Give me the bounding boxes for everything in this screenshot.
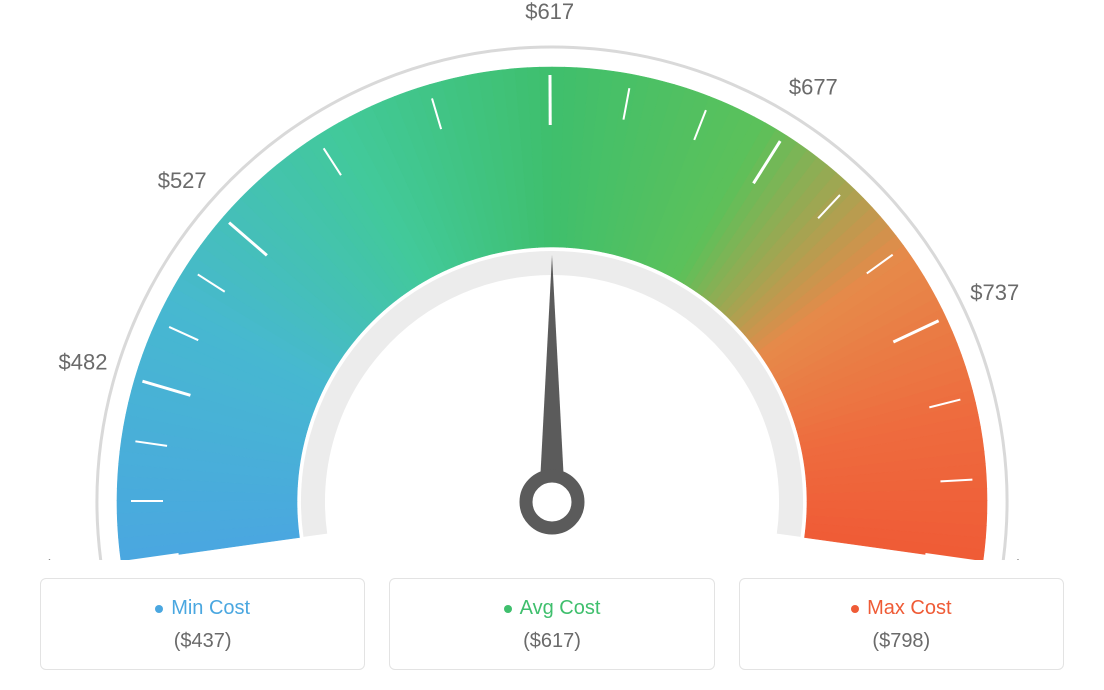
svg-text:$437: $437 (43, 556, 92, 560)
svg-text:$737: $737 (970, 280, 1019, 305)
legend-row: Min Cost ($437) Avg Cost ($617) Max Cost… (40, 578, 1064, 670)
legend-value-min: ($437) (51, 630, 354, 653)
gauge-svg: $437 $482 $527 $617 $677 $737 $798 (0, 0, 1104, 560)
legend-dot-avg (504, 605, 512, 613)
gauge-chart: $437 $482 $527 $617 $677 $737 $798 (0, 0, 1104, 560)
svg-text:$617: $617 (525, 0, 574, 24)
legend-card-min: Min Cost ($437) (40, 578, 365, 670)
legend-dot-max (851, 605, 859, 613)
legend-dot-min (155, 605, 163, 613)
svg-text:$482: $482 (58, 349, 107, 374)
legend-card-max: Max Cost ($798) (739, 578, 1064, 670)
legend-value-max: ($798) (750, 630, 1053, 653)
legend-title-max-text: Max Cost (867, 597, 951, 620)
svg-text:$527: $527 (158, 168, 207, 193)
legend-title-avg: Avg Cost (504, 597, 601, 620)
legend-title-min-text: Min Cost (171, 597, 250, 620)
legend-title-min: Min Cost (155, 597, 250, 620)
legend-title-avg-text: Avg Cost (520, 597, 601, 620)
legend-card-avg: Avg Cost ($617) (389, 578, 714, 670)
svg-text:$677: $677 (789, 75, 838, 100)
legend-title-max: Max Cost (851, 597, 951, 620)
legend-value-avg: ($617) (400, 630, 703, 653)
svg-text:$798: $798 (1012, 556, 1061, 560)
